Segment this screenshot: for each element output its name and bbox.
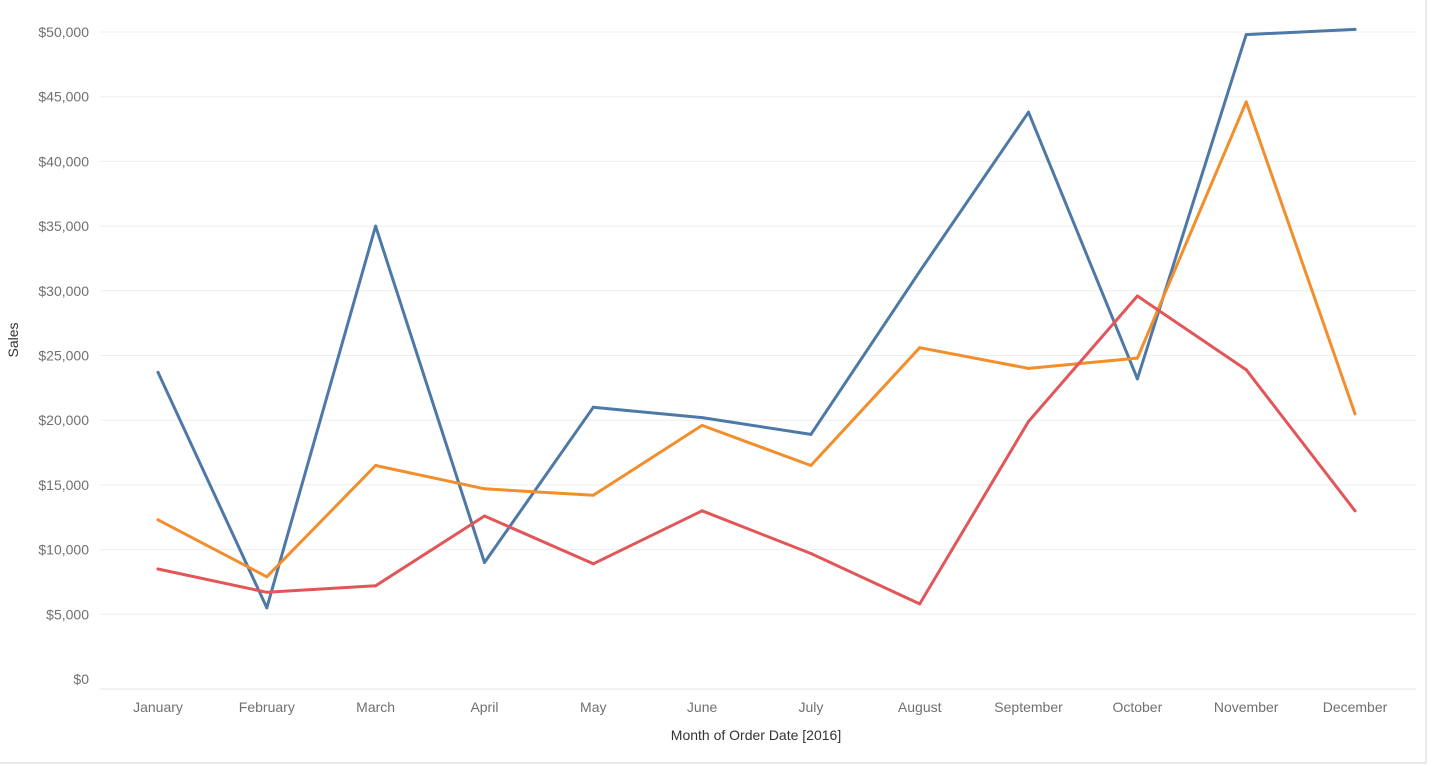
data-point[interactable] — [265, 590, 269, 594]
data-point[interactable] — [809, 463, 813, 467]
y-tick-label: $0 — [73, 671, 89, 687]
series-line-1[interactable] — [156, 27, 1357, 610]
x-tick-label: October — [1112, 699, 1162, 715]
series-line-3[interactable] — [156, 294, 1357, 606]
data-point[interactable] — [1244, 100, 1248, 104]
x-tick-label: July — [798, 699, 823, 715]
data-point[interactable] — [1135, 377, 1139, 381]
data-point[interactable] — [374, 224, 378, 228]
data-point[interactable] — [374, 584, 378, 588]
y-tick-label: $20,000 — [38, 412, 89, 428]
y-tick-label: $40,000 — [38, 153, 89, 169]
data-point[interactable] — [700, 416, 704, 420]
data-point[interactable] — [156, 370, 160, 374]
data-point[interactable] — [591, 562, 595, 566]
x-axis-ticks: January February March April May June July Augu… — [133, 699, 1388, 715]
data-point[interactable] — [265, 575, 269, 579]
data-point[interactable] — [1135, 294, 1139, 298]
data-point[interactable] — [1353, 412, 1357, 416]
data-point[interactable] — [1135, 356, 1139, 360]
data-point[interactable] — [482, 514, 486, 518]
x-tick-label: November — [1214, 699, 1279, 715]
x-tick-label: August — [898, 699, 942, 715]
x-tick-label: January — [133, 699, 183, 715]
data-point[interactable] — [591, 493, 595, 497]
data-point[interactable] — [482, 487, 486, 491]
x-tick-label: December — [1323, 699, 1388, 715]
data-point[interactable] — [918, 602, 922, 606]
y-axis-title: Sales — [5, 322, 21, 357]
y-tick-label: $10,000 — [38, 542, 89, 558]
data-point[interactable] — [700, 509, 704, 513]
x-axis-title: Month of Order Date [2016] — [671, 727, 841, 743]
data-point[interactable] — [1027, 366, 1031, 370]
data-point[interactable] — [1027, 110, 1031, 114]
y-tick-label: $5,000 — [46, 606, 89, 622]
y-axis-ticks: $0 $5,000 $10,000 $15,000 $20,000 $25,000 $30,… — [38, 24, 89, 687]
data-point[interactable] — [1244, 33, 1248, 37]
series-lines — [156, 27, 1357, 610]
x-tick-label: March — [356, 699, 395, 715]
data-point[interactable] — [1353, 27, 1357, 31]
data-point[interactable] — [809, 551, 813, 555]
data-point[interactable] — [1353, 509, 1357, 513]
data-point[interactable] — [482, 561, 486, 565]
x-tick-label: June — [687, 699, 718, 715]
x-tick-label: September — [994, 699, 1063, 715]
data-point[interactable] — [591, 405, 595, 409]
data-point[interactable] — [918, 269, 922, 273]
data-point[interactable] — [1244, 368, 1248, 372]
data-point[interactable] — [265, 606, 269, 610]
y-tick-label: $35,000 — [38, 218, 89, 234]
data-point[interactable] — [156, 518, 160, 522]
data-point[interactable] — [374, 463, 378, 467]
y-tick-label: $50,000 — [38, 24, 89, 40]
y-tick-label: $45,000 — [38, 89, 89, 105]
x-tick-label: April — [470, 699, 498, 715]
data-point[interactable] — [1027, 419, 1031, 423]
y-tick-label: $25,000 — [38, 348, 89, 364]
data-point[interactable] — [700, 423, 704, 427]
y-tick-label: $15,000 — [38, 477, 89, 493]
x-tick-label: May — [580, 699, 606, 715]
data-point[interactable] — [156, 567, 160, 571]
data-point[interactable] — [918, 346, 922, 350]
x-tick-label: February — [239, 699, 295, 715]
series-line-2[interactable] — [156, 100, 1357, 579]
y-tick-label: $30,000 — [38, 283, 89, 299]
data-point[interactable] — [809, 432, 813, 436]
